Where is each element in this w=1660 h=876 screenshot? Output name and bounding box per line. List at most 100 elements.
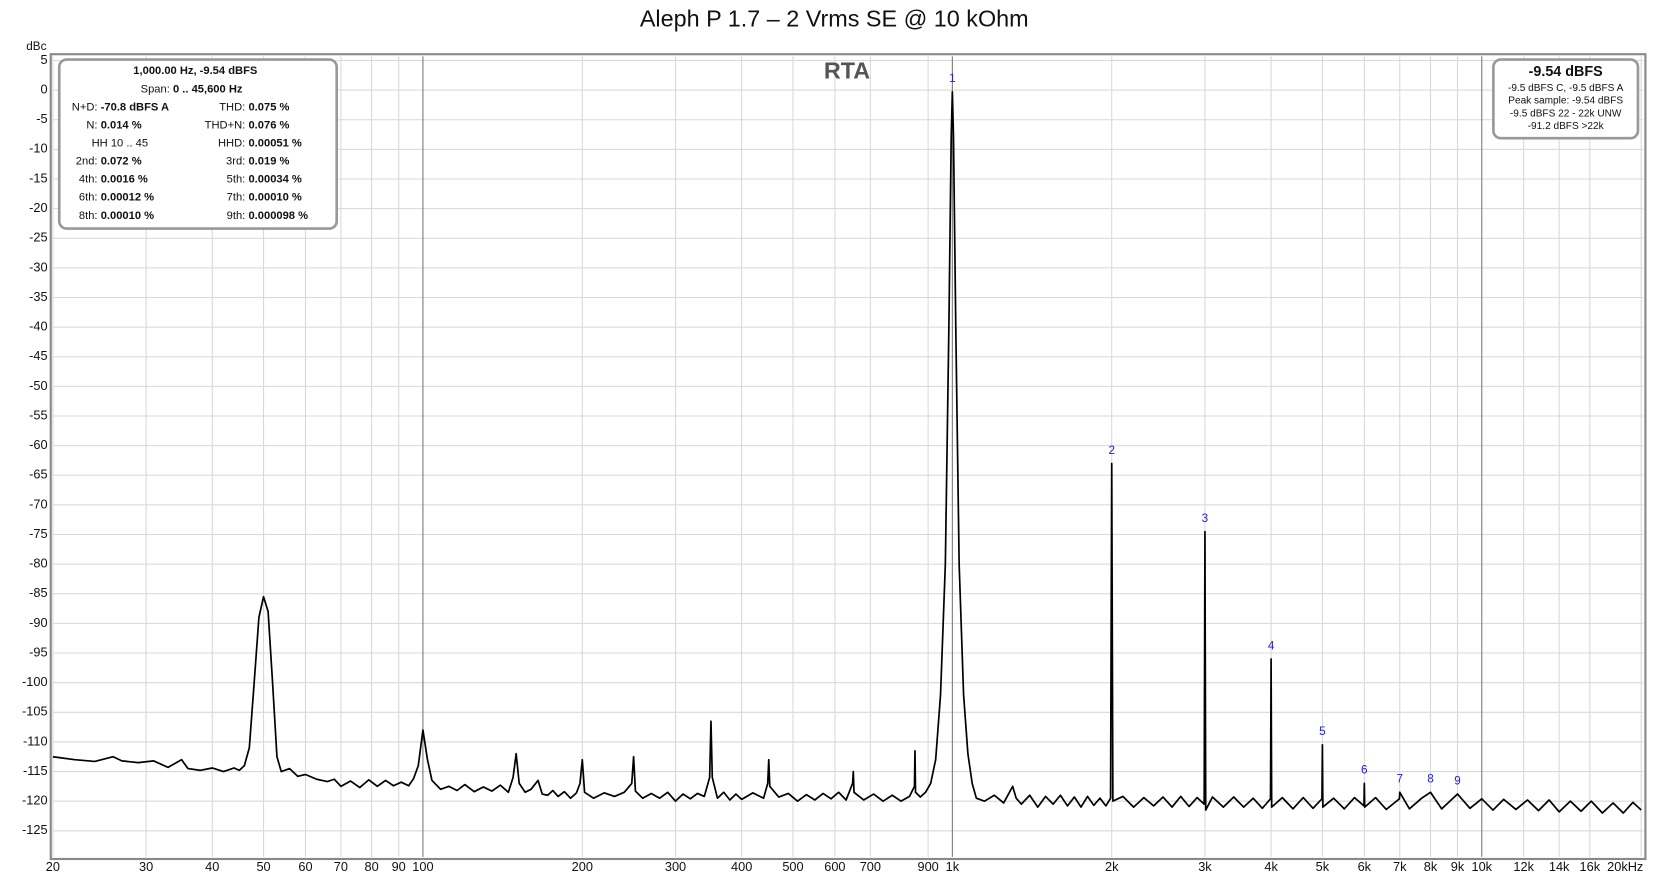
x-tick-label: 1k xyxy=(946,859,960,874)
x-tick-label: 700 xyxy=(860,859,881,874)
x-tick-label: 4k xyxy=(1264,859,1278,874)
level-line: -9.5 dBFS C, -9.5 dBFS A xyxy=(1508,83,1624,94)
info-value: 0 .. 45,600 Hz xyxy=(173,83,243,95)
y-tick-label: -10 xyxy=(29,141,47,156)
x-tick-label: 3k xyxy=(1198,859,1212,874)
y-tick-label: -75 xyxy=(29,526,47,541)
y-tick-label: -5 xyxy=(36,111,47,126)
y-tick-label: -45 xyxy=(29,348,47,363)
boxes: 1,000.00 Hz, -9.54 dBFS Span: 0 .. 45,600 … xyxy=(57,58,1640,230)
level-title: -9.54 dBFS xyxy=(1529,64,1603,80)
harmonic-label: 3 xyxy=(1202,512,1209,525)
harmonic-label: 1 xyxy=(949,72,956,85)
info-box xyxy=(57,58,339,230)
x-tick-label: 16k xyxy=(1580,859,1601,874)
x-tick-label: 100 xyxy=(412,859,433,874)
y-tick-label: -60 xyxy=(29,437,47,452)
x-tick-label: 60 xyxy=(298,859,312,874)
level-line: -91.2 dBFS >22k xyxy=(1528,121,1605,132)
x-tick-label: 80 xyxy=(365,859,379,874)
y-tick-label: -35 xyxy=(29,289,47,304)
info-label: 5th: xyxy=(227,174,246,186)
info-label: 8th: xyxy=(79,210,98,222)
info-value: 0.014 % xyxy=(101,119,142,131)
x-tick-label: 500 xyxy=(782,859,803,874)
info-label: 3rd: xyxy=(226,156,245,168)
info-label: THD: xyxy=(219,101,245,113)
info-value: 0.00034 % xyxy=(248,174,301,186)
y-tick-label: -55 xyxy=(29,407,47,422)
level-line: -9.5 dBFS 22 - 22k UNW xyxy=(1510,108,1622,119)
info-value: 0.00012 % xyxy=(101,192,154,204)
plot-frame xyxy=(49,53,1647,861)
y-tick-label: -15 xyxy=(29,170,47,185)
y-tick-label: -50 xyxy=(29,378,47,393)
info-header: 1,000.00 Hz, -9.54 dBFS xyxy=(133,65,257,77)
spectrum-line xyxy=(52,91,1642,814)
harmonic-label: 8 xyxy=(1427,773,1434,786)
x-tick-label: 20kHz xyxy=(1607,859,1643,874)
x-tick-label: 50 xyxy=(256,859,270,874)
y-tick-label: -120 xyxy=(22,793,48,808)
y-tick-label: -20 xyxy=(29,200,47,215)
x-tick-label: 900 xyxy=(917,859,938,874)
info-value: 0.075 % xyxy=(248,101,289,113)
x-tick-label: 30 xyxy=(139,859,153,874)
info-label: THD+N: xyxy=(205,119,246,131)
harmonic-label: 2 xyxy=(1108,444,1115,457)
x-tick-label: 7k xyxy=(1393,859,1407,874)
y-tick-label: 0 xyxy=(40,81,47,96)
x-tick-label: 14k xyxy=(1549,859,1570,874)
x-tick-label: 40 xyxy=(205,859,219,874)
info-label: 4th: xyxy=(79,174,98,186)
y-tick-label: -70 xyxy=(29,496,47,511)
y-tick-label: -40 xyxy=(29,319,47,334)
level-box xyxy=(1492,58,1640,140)
y-tick-label: -30 xyxy=(29,259,47,274)
info-label: Span: xyxy=(141,83,170,95)
x-tick-label: 400 xyxy=(731,859,752,874)
info-label: 2nd: xyxy=(76,156,98,168)
info-value: 0.00010 % xyxy=(248,192,301,204)
info-value: -70.8 dBFS A xyxy=(101,101,169,113)
info-label: HHD: xyxy=(218,137,245,149)
chart-title: Aleph P 1.7 – 2 Vrms SE @ 10 kOhm xyxy=(640,5,1029,31)
x-tick-label: 20 xyxy=(46,859,60,874)
y-axis-label: dBc xyxy=(26,40,46,53)
x-tick-label: 12k xyxy=(1513,859,1534,874)
info-label: N: xyxy=(86,119,97,131)
x-tick-label: 2k xyxy=(1105,859,1119,874)
x-tick-label: 6k xyxy=(1358,859,1372,874)
marks: 1 2 3 4 5 6 7 8 9 xyxy=(52,72,1642,814)
x-tick-label: 200 xyxy=(572,859,593,874)
x-tick-label: 600 xyxy=(824,859,845,874)
x-tick-label: 5k xyxy=(1316,859,1330,874)
x-tick-label: 8k xyxy=(1424,859,1438,874)
info-label: 7th: xyxy=(227,192,246,204)
y-tick-label: -85 xyxy=(29,585,47,600)
info-value: 0.076 % xyxy=(248,119,289,131)
harmonic-label: 6 xyxy=(1361,764,1368,777)
x-tick-label: 70 xyxy=(334,859,348,874)
y-tick-label: -90 xyxy=(29,615,47,630)
info-value: 0.0016 % xyxy=(101,174,148,186)
info-value: 0.072 % xyxy=(101,156,142,168)
mode-label: RTA xyxy=(824,57,870,83)
y-tick-label: -125 xyxy=(22,822,48,837)
y-tick-label: -110 xyxy=(23,733,48,748)
y-tick-label: -65 xyxy=(29,467,47,482)
x-tick-label: 10k xyxy=(1471,859,1492,874)
harmonic-label: 7 xyxy=(1397,773,1404,786)
x-tick-label: 9k xyxy=(1451,859,1465,874)
info-label: HH 10 .. 45 xyxy=(92,137,148,149)
harmonic-label: 4 xyxy=(1268,639,1275,652)
info-label: 9th: xyxy=(227,210,246,222)
harmonic-label: 5 xyxy=(1319,725,1326,738)
y-tick-label: -115 xyxy=(23,763,48,778)
y-tick-label: -80 xyxy=(29,556,47,571)
info-value: 0.00010 % xyxy=(101,210,154,222)
harmonic-label: 9 xyxy=(1454,774,1461,787)
info-label: N+D: xyxy=(72,101,98,113)
